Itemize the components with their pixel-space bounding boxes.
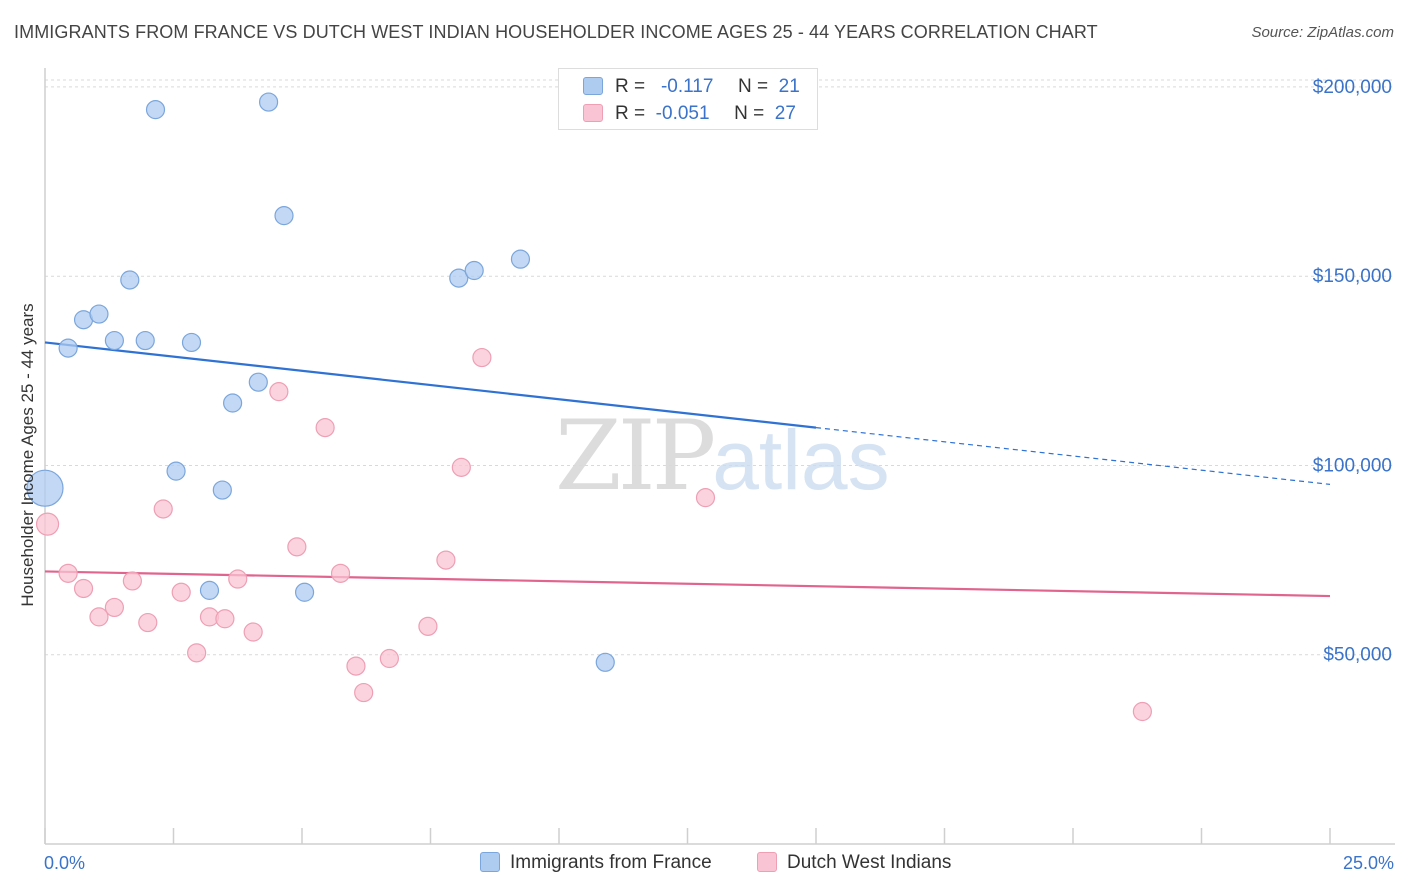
legend-r-value: -0.051 bbox=[655, 103, 710, 124]
point-dutch-west-indian bbox=[436, 550, 456, 570]
point-dutch-west-indian bbox=[35, 512, 60, 536]
point-dutch-west-indian bbox=[287, 537, 307, 557]
point-dutch-west-indian bbox=[153, 499, 173, 519]
y-tick-labels: $50,000 $100,000 $150,000 $200,000 bbox=[1313, 77, 1392, 666]
point-dutch-west-indian bbox=[73, 578, 94, 599]
point-dutch-west-indian bbox=[171, 582, 191, 602]
legend-label-france: Immigrants from France bbox=[510, 852, 712, 873]
data-points bbox=[26, 92, 1152, 722]
point-dutch-west-indian bbox=[243, 622, 263, 642]
trend-line-0 bbox=[44, 341, 817, 429]
y-tick-label: $150,000 bbox=[1313, 266, 1392, 287]
legend-swatch-dutch-west-indian bbox=[757, 852, 777, 872]
point-france bbox=[464, 260, 484, 281]
trend-line-1 bbox=[44, 570, 1331, 598]
x-tick-label-max: 25.0% bbox=[1342, 853, 1394, 873]
point-dutch-west-indian bbox=[451, 457, 471, 477]
point-dutch-west-indian bbox=[418, 616, 438, 636]
legend-n-label: N = bbox=[734, 103, 765, 124]
point-france bbox=[199, 580, 220, 600]
point-dutch-west-indian bbox=[695, 488, 716, 508]
chart-title: IMMIGRANTS FROM FRANCE VS DUTCH WEST IND… bbox=[14, 22, 1098, 42]
point-dutch-west-indian bbox=[354, 682, 374, 703]
watermark-atlas: atlas bbox=[712, 413, 890, 507]
legend-item-france: Immigrants from France bbox=[480, 852, 712, 874]
legend-row-france: R = -0.117 N = 21 bbox=[583, 76, 800, 98]
point-dutch-west-indian bbox=[187, 643, 207, 663]
point-france bbox=[248, 372, 268, 392]
y-tick-label: $200,000 bbox=[1313, 77, 1392, 98]
series-legend: Immigrants from France Dutch West Indian… bbox=[0, 852, 1406, 878]
point-france bbox=[294, 582, 315, 602]
correlation-legend: R = -0.117 N = 21 R = -0.051 N = 27 bbox=[558, 68, 818, 130]
point-dutch-west-indian bbox=[122, 571, 142, 591]
point-france bbox=[89, 304, 109, 324]
legend-swatch-dutch-west-indian bbox=[583, 104, 603, 122]
y-tick-label: $100,000 bbox=[1313, 455, 1392, 476]
point-dutch-west-indian bbox=[269, 382, 289, 402]
trend-lines bbox=[44, 341, 1331, 598]
point-france bbox=[212, 480, 232, 500]
point-france bbox=[58, 338, 78, 358]
legend-swatch-france bbox=[480, 852, 500, 872]
point-france bbox=[181, 332, 202, 353]
legend-row-dutch-west-indian: R = -0.051 N = 27 bbox=[583, 103, 796, 125]
legend-n-label: N = bbox=[737, 76, 769, 97]
point-dutch-west-indian bbox=[89, 607, 109, 627]
legend-n-value: 27 bbox=[774, 103, 796, 124]
point-france bbox=[135, 330, 155, 351]
trend-line-extension-0 bbox=[815, 427, 1331, 485]
point-dutch-west-indian bbox=[104, 597, 124, 618]
point-dutch-west-indian bbox=[138, 612, 158, 633]
y-tick-label: $50,000 bbox=[1323, 645, 1392, 666]
legend-n-value: 21 bbox=[778, 76, 800, 97]
legend-label-dutch-west-indian: Dutch West Indians bbox=[787, 852, 952, 873]
watermark-zip: ZIP bbox=[555, 400, 716, 512]
point-dutch-west-indian bbox=[1132, 701, 1152, 722]
y-axis-label: Householder Income Ages 25 - 44 years bbox=[18, 303, 37, 607]
legend-item-dutch-west-indian: Dutch West Indians bbox=[757, 852, 951, 874]
x-tick-label-min: 0.0% bbox=[44, 853, 86, 873]
point-dutch-west-indian bbox=[215, 609, 235, 629]
point-france bbox=[104, 330, 124, 351]
point-france bbox=[595, 652, 615, 672]
axes bbox=[44, 68, 1395, 845]
legend-r-label: R = bbox=[615, 76, 646, 97]
point-dutch-west-indian bbox=[315, 418, 335, 438]
point-france bbox=[166, 461, 186, 481]
point-dutch-west-indian bbox=[228, 569, 248, 589]
legend-r-value: -0.117 bbox=[660, 76, 714, 97]
point-france bbox=[120, 270, 140, 290]
point-france bbox=[145, 100, 166, 120]
source-label: Source: ZipAtlas.com bbox=[1251, 24, 1394, 41]
point-france bbox=[223, 393, 243, 413]
point-dutch-west-indian bbox=[58, 563, 78, 583]
point-france bbox=[510, 249, 531, 269]
point-dutch-west-indian bbox=[330, 563, 351, 583]
watermark: ZIPatlas bbox=[555, 400, 890, 512]
point-dutch-west-indian bbox=[472, 347, 492, 368]
legend-r-label: R = bbox=[615, 103, 646, 124]
point-france bbox=[26, 469, 64, 507]
legend-swatch-france bbox=[583, 77, 603, 95]
point-dutch-west-indian bbox=[346, 656, 366, 676]
point-france bbox=[274, 206, 294, 226]
grid-lines bbox=[45, 79, 1395, 656]
point-dutch-west-indian bbox=[379, 648, 399, 669]
point-france bbox=[449, 268, 469, 288]
point-france bbox=[258, 92, 279, 112]
